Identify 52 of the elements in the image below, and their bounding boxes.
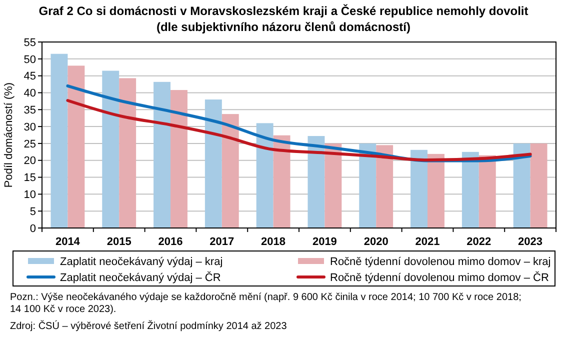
bar: [204, 99, 222, 228]
chart-title: Graf 2 Co si domácnosti v Moravskoslezském kraji a České republice nemohly dovolit: [38, 4, 528, 18]
bar: [462, 152, 479, 228]
text: Pozn.: Výše neočekávaného výdaje se každoročně mění (např. 9 600 Kč činila v roce 2014; 10 700 Kč v roce 2018; 14 100 Kč v roce 2023).: [10, 292, 522, 315]
x-tick-label: 2018: [261, 236, 286, 248]
legend-label: Zaplatit neočekávaný výdaj – ČR: [60, 270, 221, 284]
y-tick-label: 35: [24, 104, 36, 116]
y-tick-label: 15: [24, 172, 36, 184]
text: Zdroj: ČSÚ – výběrové šetření Životní podmínky 2014 až 2023: [10, 320, 288, 332]
bar: [428, 154, 444, 228]
x-tick-label: 2021: [415, 236, 440, 248]
line-series: [66, 99, 532, 162]
y-axis-title: Podíl domácností (%): [3, 82, 15, 188]
y-tick-label: 50: [24, 54, 36, 66]
legend-label: Ročně týdenní dovolenou mimo domov – ČR: [330, 270, 549, 284]
bar: [50, 54, 68, 228]
x-tick-label: 2020: [364, 236, 388, 248]
legend-label: Ročně týdenní dovolenou mimo domov – kraj: [330, 256, 551, 268]
y-tick-label: 25: [24, 138, 36, 150]
bar: [324, 143, 342, 228]
y-tick-label: 10: [24, 189, 36, 202]
x-tick-label: 2014: [55, 236, 81, 248]
bar: [410, 150, 428, 228]
bar: [256, 123, 274, 228]
x-tick-label: 2023: [518, 236, 543, 248]
bar: [222, 114, 239, 228]
x-tick-label: 2017: [210, 236, 234, 248]
x-tick-label: 2019: [312, 236, 337, 248]
bar: [308, 136, 325, 228]
bar: [170, 90, 188, 228]
bar: [513, 143, 530, 228]
chart-subtitle: (dle subjektivního názoru členů domácností): [156, 20, 411, 34]
x-tick-label: 2016: [158, 236, 183, 248]
y-tick-label: 30: [24, 121, 36, 134]
x-tick-label: 2022: [466, 236, 492, 248]
y-tick-label: 5: [30, 206, 36, 218]
bar: [530, 143, 548, 228]
y-tick-label: 45: [24, 70, 36, 83]
y-tick-label: 20: [24, 155, 36, 168]
x-tick-label: 2015: [106, 236, 132, 248]
bar: [68, 66, 85, 228]
bar: [102, 70, 120, 228]
bar: [119, 78, 136, 228]
y-tick-label: 0: [30, 222, 36, 235]
bar: [273, 135, 290, 228]
bar: [376, 145, 394, 228]
bar: [154, 82, 170, 228]
y-tick-label: 55: [24, 36, 36, 49]
legend-label: Zaplatit neočekávaný výdaj – kraj: [60, 256, 223, 268]
bar: [359, 143, 376, 228]
y-tick-label: 40: [24, 88, 36, 100]
bar: [478, 155, 496, 228]
